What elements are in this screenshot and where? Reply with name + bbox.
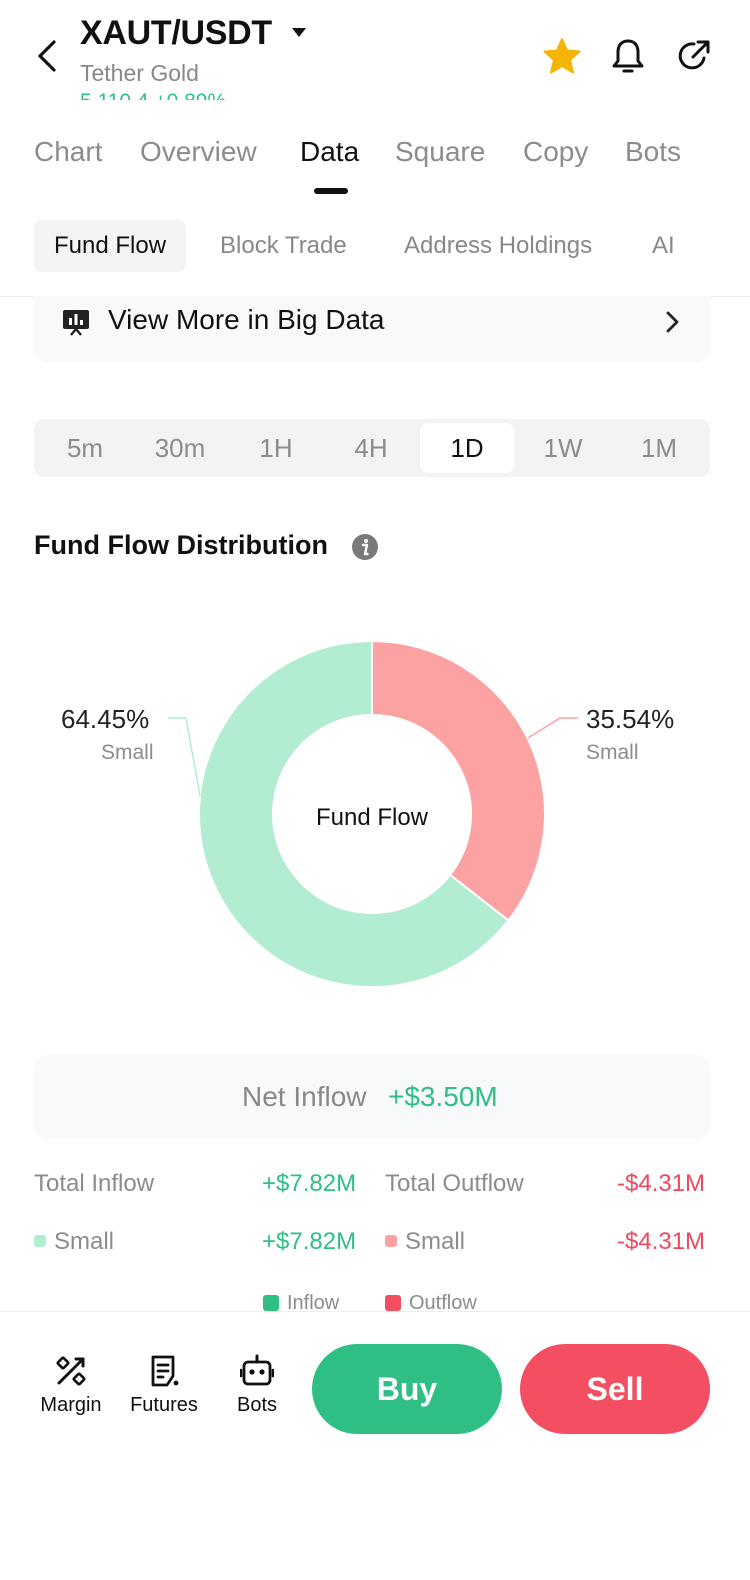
legend-inflow-swatch xyxy=(263,1295,279,1311)
bots-label: Bots xyxy=(236,1394,278,1416)
top-bar: XAUT/USDT Tether Gold 5,110.4 +0.89% xyxy=(0,0,750,104)
back-arrow-icon[interactable] xyxy=(30,36,64,76)
total-inflow-label: Total Inflow xyxy=(34,1170,155,1197)
donut-slice-inflow[interactable] xyxy=(198,639,510,988)
timeframe-4h[interactable]: 4H xyxy=(354,433,388,463)
legend-outflow-label: Outflow xyxy=(409,1292,477,1314)
leader-line-outflow xyxy=(527,717,578,739)
star-icon[interactable] xyxy=(542,36,582,76)
total-inflow-value: +$7.82M xyxy=(262,1170,357,1197)
active-tab-indicator xyxy=(314,188,348,194)
big-data-banner[interactable]: View More in Big Data xyxy=(34,296,710,362)
outflow-small-dot xyxy=(385,1235,397,1247)
net-inflow-value: +$3.50M xyxy=(388,1081,498,1112)
margin-nav-item[interactable]: Margin xyxy=(26,1354,116,1417)
donut-slice-outflow[interactable] xyxy=(371,639,546,922)
inflow-small-value: +$7.82M xyxy=(262,1228,357,1255)
main-tabs: Chart Overview Data Square Copy Bots xyxy=(0,120,750,200)
pair-title[interactable]: XAUT/USDT xyxy=(80,14,272,52)
tab-square[interactable]: Square xyxy=(395,136,486,167)
section-title: Fund Flow Distribution xyxy=(34,530,328,560)
outflow-slice-percent: 35.54% xyxy=(586,704,675,734)
subtab-fund-flow[interactable]: Fund Flow xyxy=(34,220,187,272)
subtab-block-trade[interactable]: Block Trade xyxy=(220,232,347,259)
legend-outflow-swatch xyxy=(385,1295,401,1311)
donut-svg: Fund Flow xyxy=(168,639,578,988)
timeframe-1w[interactable]: 1W xyxy=(543,433,583,463)
outflow-slice-label: Small xyxy=(586,741,639,764)
tab-copy[interactable]: Copy xyxy=(523,136,589,167)
timeframe-1h[interactable]: 1H xyxy=(259,433,293,463)
chevron-right-icon xyxy=(666,311,679,333)
info-icon[interactable] xyxy=(351,533,379,561)
total-outflow-label: Total Outflow xyxy=(385,1170,524,1197)
net-inflow-card: Net Inflow +$3.50M xyxy=(34,1055,710,1139)
outflow-small-label: Small xyxy=(405,1228,466,1255)
futures-icon xyxy=(151,1355,179,1387)
fund-flow-donut-chart: Fund Flow 35.54% Small 64.45% Small xyxy=(0,600,750,1040)
timeframe-30m[interactable]: 30m xyxy=(154,433,206,463)
pair-dropdown-icon[interactable] xyxy=(292,28,306,37)
total-outflow-value: -$4.31M xyxy=(617,1170,706,1197)
subtab-ai[interactable]: AI xyxy=(652,232,675,259)
legend-inflow-label: Inflow xyxy=(287,1292,340,1314)
inflow-small-label: Small xyxy=(54,1228,115,1255)
tab-data[interactable]: Data xyxy=(300,136,360,167)
big-data-label: View More in Big Data xyxy=(108,304,385,335)
data-subtabs: Fund Flow Block Trade Address Holdings A… xyxy=(0,218,750,274)
margin-icon xyxy=(56,1356,86,1386)
bottom-action-bar: Margin Futures Bots Buy Sell xyxy=(0,1311,750,1580)
futures-nav-item[interactable]: Futures xyxy=(119,1354,209,1417)
inflow-slice-percent: 64.45% xyxy=(61,704,150,734)
bell-icon[interactable] xyxy=(608,36,648,76)
subtab-address-holdings[interactable]: Address Holdings xyxy=(404,232,593,259)
bots-nav-item[interactable]: Bots xyxy=(212,1354,302,1417)
inflow-small-dot xyxy=(34,1235,46,1247)
share-icon[interactable] xyxy=(674,36,714,76)
timeframe-1d[interactable]: 1D xyxy=(420,423,514,473)
timeframe-5m[interactable]: 5m xyxy=(66,433,104,463)
futures-label: Futures xyxy=(130,1394,198,1416)
outflow-small-value: -$4.31M xyxy=(617,1228,706,1255)
presentation-chart-icon xyxy=(63,310,89,336)
sell-button[interactable]: Sell xyxy=(520,1344,710,1434)
timeframe-1m[interactable]: 1M xyxy=(640,433,678,463)
price-change-line: 5,110.4 +0.89% xyxy=(80,88,226,100)
margin-label: Margin xyxy=(40,1394,102,1416)
net-inflow-label: Net Inflow xyxy=(242,1081,367,1112)
donut-center-label: Fund Flow xyxy=(316,804,429,831)
buy-button[interactable]: Buy xyxy=(312,1344,502,1434)
leader-line-inflow xyxy=(168,717,201,797)
timeframe-selector: 5m 30m 1H 4H 1D 1W 1M xyxy=(34,419,710,477)
inflow-slice-label: Small xyxy=(101,741,154,764)
asset-name: Tether Gold xyxy=(80,60,199,86)
tab-chart[interactable]: Chart xyxy=(34,136,103,167)
bots-icon xyxy=(240,1354,274,1386)
tab-overview[interactable]: Overview xyxy=(140,136,257,167)
tab-bots[interactable]: Bots xyxy=(625,136,682,167)
